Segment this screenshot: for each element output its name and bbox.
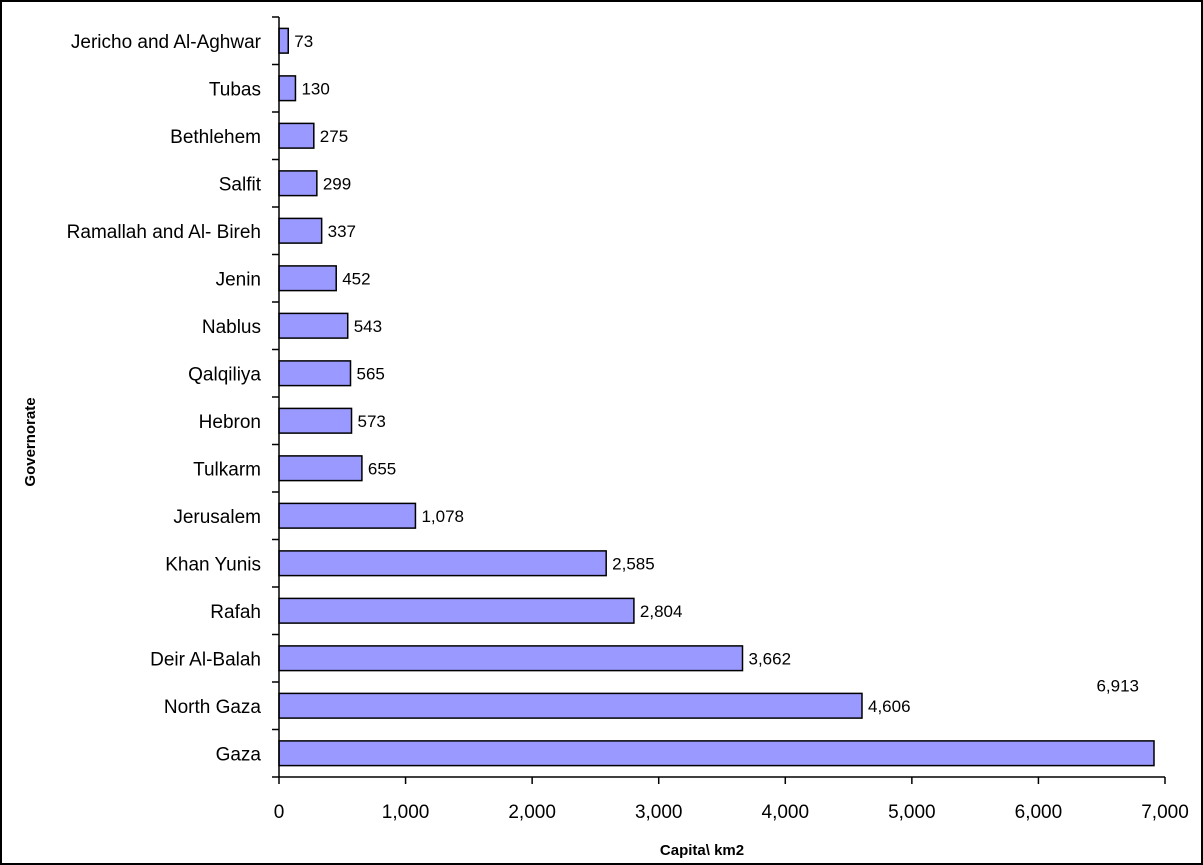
bar-value-label: 130 <box>301 79 329 98</box>
category-label: Jericho and Al-Aghwar <box>71 32 262 53</box>
bar-value-label: 2,804 <box>640 602 683 621</box>
x-tick-label: 2,000 <box>508 802 556 823</box>
category-label: Qalqiliya <box>188 364 261 385</box>
category-label: Tubas <box>209 79 261 100</box>
x-tick-label: 6,000 <box>1015 802 1063 823</box>
bar <box>278 550 607 577</box>
bar-value-label: 299 <box>323 174 351 193</box>
bar-value-label: 4,606 <box>868 697 911 716</box>
bar <box>278 502 417 529</box>
x-tick-label: 3,000 <box>635 802 683 823</box>
bar <box>278 265 337 292</box>
category-label: Hebron <box>199 412 261 433</box>
bar-value-label: 543 <box>354 317 382 336</box>
x-tick-label: 4,000 <box>762 802 810 823</box>
x-tick-label: 5,000 <box>888 802 936 823</box>
bar <box>278 170 318 197</box>
x-tick-label: 1,000 <box>382 802 430 823</box>
bar-value-label: 452 <box>342 269 370 288</box>
category-label: Jerusalem <box>173 507 261 528</box>
category-label: Deir Al-Balah <box>150 649 261 670</box>
category-label: Bethlehem <box>170 127 261 148</box>
bar-value-label: 655 <box>368 459 396 478</box>
bar-value-label: 3,662 <box>749 649 792 668</box>
bar-value-label: 565 <box>357 364 385 383</box>
bar-value-label: 337 <box>328 222 356 241</box>
y-axis-title: Governorate <box>22 397 39 486</box>
category-label: North Gaza <box>164 697 262 718</box>
category-label: Jenin <box>216 269 261 290</box>
bar <box>278 740 1155 767</box>
bar-value-label: 1,078 <box>421 507 464 526</box>
category-label: Tulkarm <box>193 459 261 480</box>
x-tick-label: 7,000 <box>1141 802 1189 823</box>
x-tick-label: 0 <box>274 802 285 823</box>
bar-value-label: 73 <box>294 32 313 51</box>
bars-group <box>278 27 1155 767</box>
bar <box>278 692 863 719</box>
bar <box>278 597 635 624</box>
category-label: Ramallah and Al- Bireh <box>67 222 261 243</box>
category-label: Rafah <box>210 602 261 623</box>
bar <box>278 27 289 54</box>
category-label: Nablus <box>202 317 261 338</box>
x-axis-title: Capita\ km2 <box>660 842 744 859</box>
category-labels-group: Jericho and Al-Aghwar Tubas Bethlehem Salfi… <box>67 32 262 766</box>
bar <box>278 122 315 149</box>
bar <box>278 312 349 339</box>
bar-value-label: 6,913 <box>1096 676 1139 695</box>
category-label: Gaza <box>216 744 262 765</box>
bar <box>278 645 744 672</box>
axis-ticks-group: 0 1,000 2,000 3,000 4,000 5,000 6,000 7,000 <box>272 16 1189 823</box>
bar <box>278 217 323 244</box>
category-label: Khan Yunis <box>165 554 261 575</box>
bar <box>278 455 363 482</box>
bar-value-label: 2,585 <box>612 554 655 573</box>
bar-value-label: 573 <box>358 412 386 431</box>
bar <box>278 407 353 434</box>
bar <box>278 360 352 387</box>
bar <box>278 75 297 102</box>
value-labels-group: 73 130 275 299 337 452 543 565 573 655 1,078 2,585 2… <box>294 32 1139 716</box>
category-label: Salfit <box>219 174 262 195</box>
bar-value-label: 275 <box>320 127 348 146</box>
